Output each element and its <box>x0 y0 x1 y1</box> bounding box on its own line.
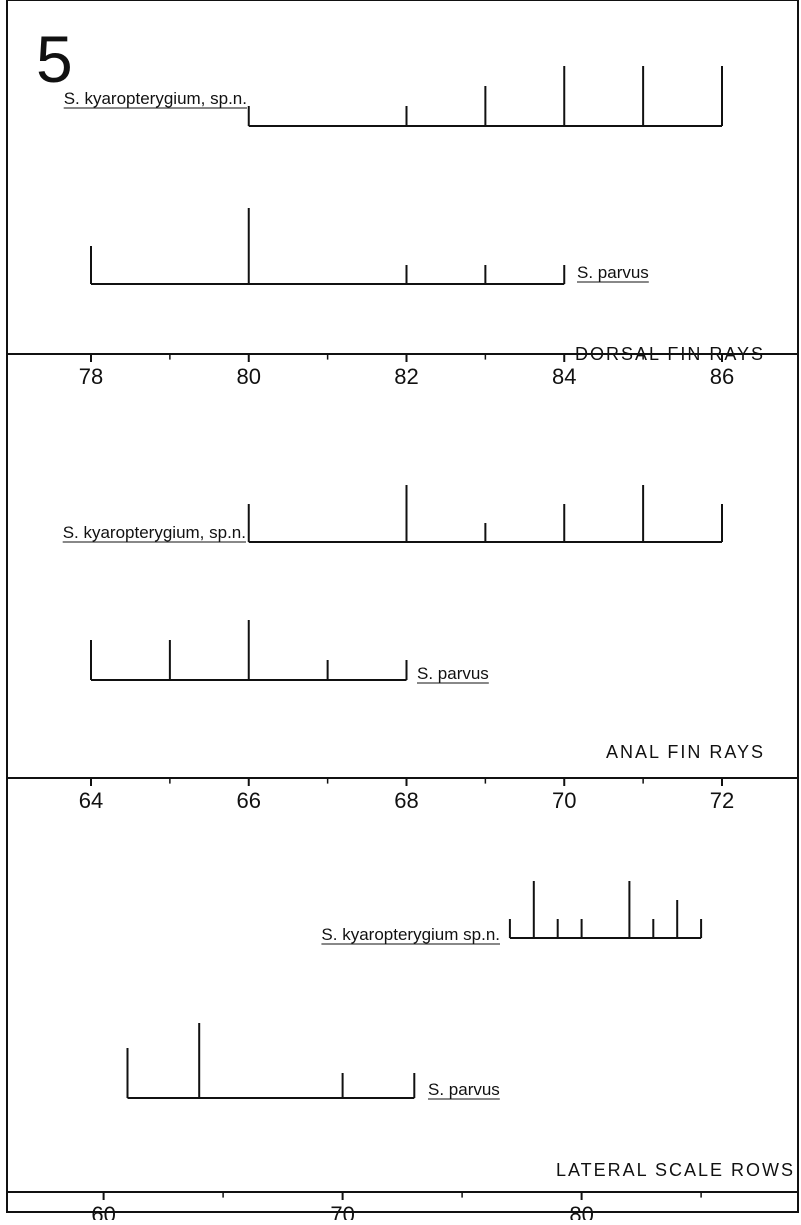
x-tick-label: 82 <box>394 364 418 389</box>
panel-title: ANAL FIN RAYS <box>606 742 765 762</box>
x-tick-label: 84 <box>552 364 576 389</box>
x-tick-label: 64 <box>79 788 103 813</box>
x-tick-label: 68 <box>394 788 418 813</box>
series-label: S. kyaropterygium sp.n. <box>321 925 500 944</box>
series-label: S. kyaropterygium, sp.n. <box>64 89 247 108</box>
x-tick-label: 60 <box>91 1202 115 1220</box>
x-tick-label: 72 <box>710 788 734 813</box>
panel-title: DORSAL FIN RAYS <box>575 344 765 364</box>
x-tick-label: 70 <box>552 788 576 813</box>
figure-number: 5 <box>36 22 73 96</box>
figure-border <box>6 0 799 1213</box>
x-tick-label: 80 <box>237 364 261 389</box>
series-label: S. parvus <box>428 1080 500 1099</box>
series-label: S. kyaropterygium, sp.n. <box>63 523 246 542</box>
x-tick-label: 80 <box>569 1202 593 1220</box>
x-tick-label: 70 <box>330 1202 354 1220</box>
x-tick-label: 78 <box>79 364 103 389</box>
series-label: S. parvus <box>577 263 649 282</box>
x-tick-label: 66 <box>237 788 261 813</box>
panel-title: LATERAL SCALE ROWS <box>556 1160 795 1180</box>
series-label: S. parvus <box>417 664 489 683</box>
x-tick-label: 86 <box>710 364 734 389</box>
